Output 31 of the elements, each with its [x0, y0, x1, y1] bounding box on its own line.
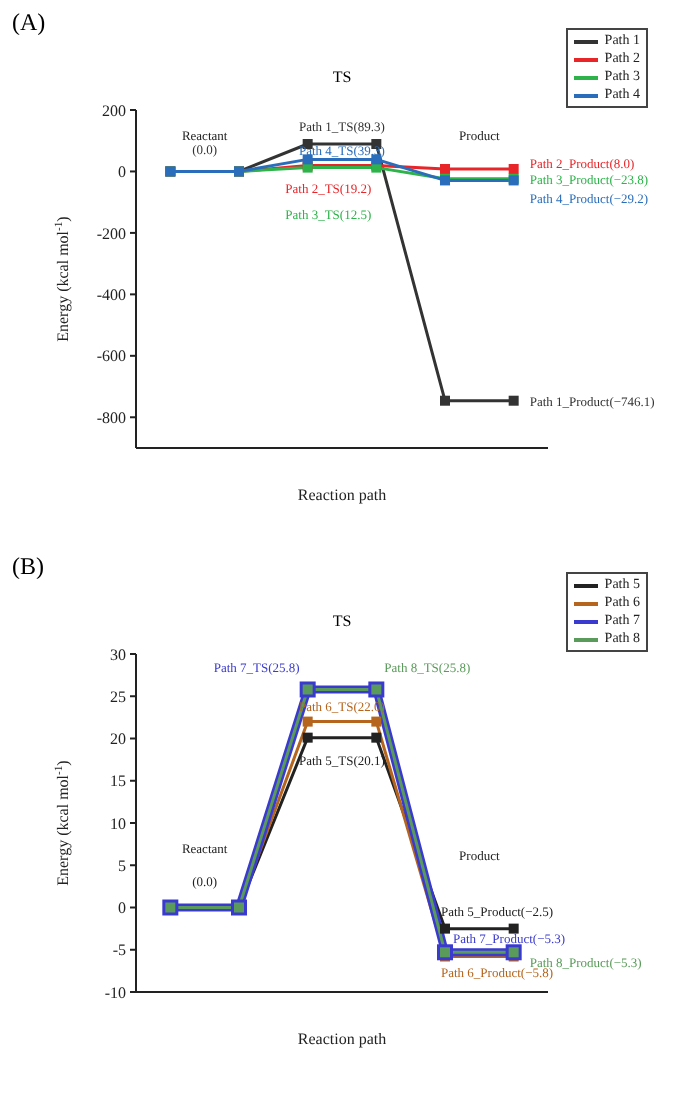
point	[508, 923, 519, 934]
point	[371, 732, 382, 743]
y-tick-label: 0	[118, 163, 126, 182]
y-tick-label: 0	[118, 899, 126, 918]
chart-title: (B)	[12, 552, 44, 582]
y-tick-label: 20	[110, 730, 126, 749]
point	[302, 716, 313, 727]
y-tick-label: 30	[110, 645, 126, 664]
x-axis-title: Reaction path	[297, 1030, 387, 1048]
point	[440, 395, 450, 406]
y-tick-label: 10	[110, 814, 126, 833]
y-tick-label: -10	[104, 983, 126, 1002]
y-tick-label: -200	[96, 224, 126, 243]
y-tick-label: -600	[96, 347, 126, 366]
y-tick-label: -5	[112, 941, 126, 960]
y-tick-label: -800	[96, 408, 126, 427]
x-axis-title: Reaction path	[297, 486, 387, 504]
point	[440, 164, 450, 174]
point	[508, 395, 519, 406]
chart-subtitle: TS	[330, 68, 354, 86]
point	[302, 732, 313, 743]
y-tick-label: 25	[110, 687, 126, 706]
point	[508, 164, 519, 174]
y-tick-label: -400	[96, 286, 126, 305]
point	[440, 923, 450, 934]
y-tick-label: 15	[110, 772, 126, 791]
chart-title: (A)	[12, 8, 46, 38]
y-tick-label: 200	[102, 101, 126, 120]
point	[371, 716, 382, 727]
chart-subtitle: TS	[330, 612, 354, 630]
y-tick-label: 5	[118, 856, 126, 875]
